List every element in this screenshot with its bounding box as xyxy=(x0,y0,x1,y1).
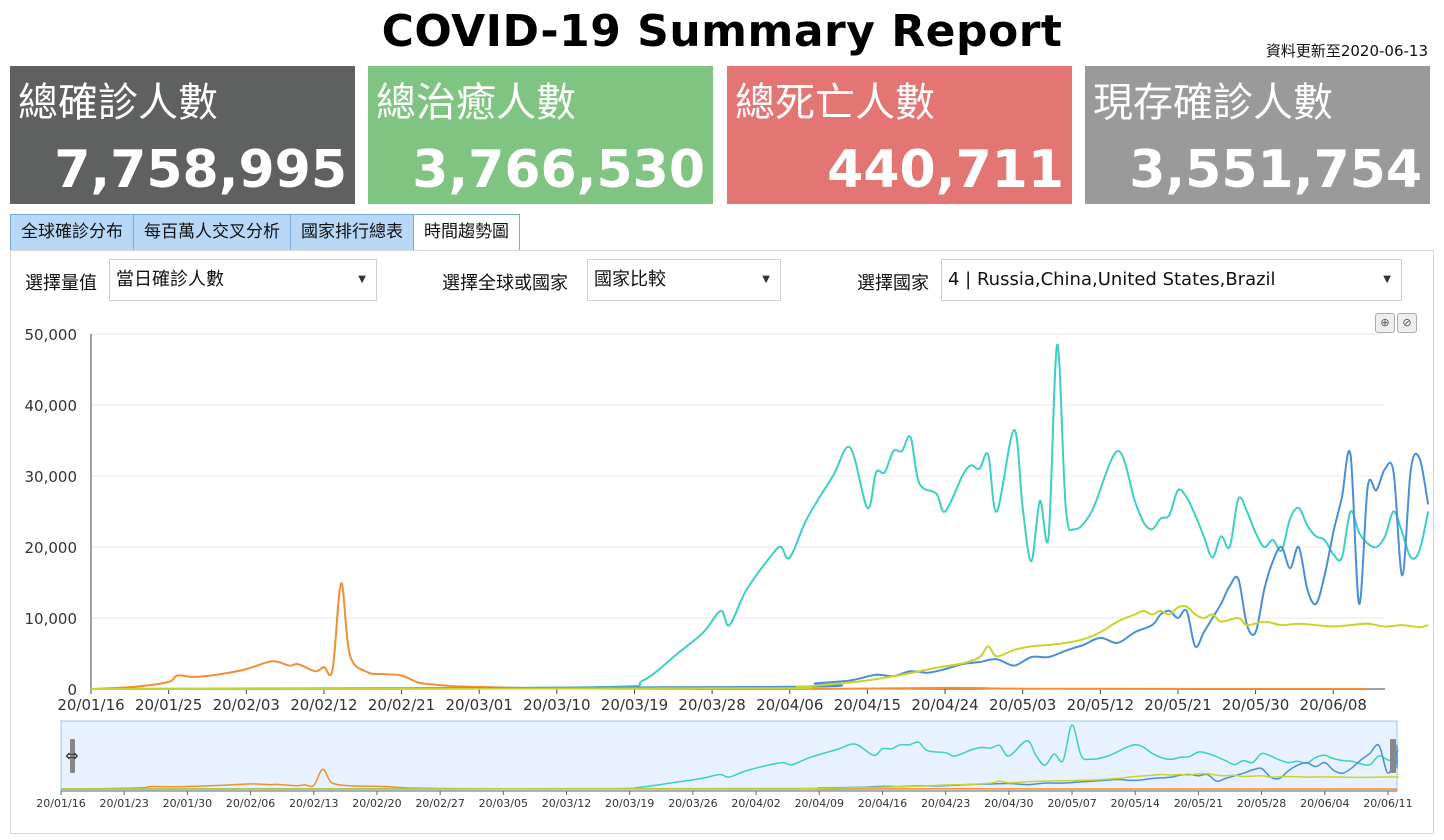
navigator-tick-label: 20/01/16 xyxy=(36,797,85,810)
card-label: 總死亡人數 xyxy=(735,80,935,126)
navigator-tick-label: 20/02/27 xyxy=(415,797,464,810)
x-tick-label: 20/05/03 xyxy=(989,696,1056,714)
navigator-tick-label: 20/04/30 xyxy=(984,797,1033,810)
card-value: 3,766,530 xyxy=(412,140,705,200)
navigator-tick-label: 20/02/06 xyxy=(226,797,275,810)
zoom-in-icon[interactable]: ⊕ xyxy=(1375,313,1395,333)
scope-select[interactable]: 國家比較 ▼ xyxy=(587,259,781,301)
right-slider-handle xyxy=(1390,739,1396,773)
country-label: 選擇國家 xyxy=(857,273,929,294)
navigator-tick-label: 20/03/19 xyxy=(605,797,654,810)
navigator-tick-label: 20/01/30 xyxy=(163,797,212,810)
scope-label: 選擇全球或國家 xyxy=(442,273,568,294)
navigator-tick-label: 20/03/26 xyxy=(668,797,717,810)
navigator-window xyxy=(60,720,1398,792)
card-label: 總治癒人數 xyxy=(376,80,576,126)
card-value: 3,551,754 xyxy=(1129,140,1422,200)
tab-country-ranking[interactable]: 國家排行總表 xyxy=(290,214,413,251)
navigator-tick-label: 20/03/12 xyxy=(542,797,591,810)
x-tick-label: 20/06/08 xyxy=(1300,696,1367,714)
caret-down-icon: ▼ xyxy=(762,274,770,285)
x-tick-label: 20/01/25 xyxy=(135,696,202,714)
x-tick-label: 20/05/30 xyxy=(1222,696,1289,714)
card-value: 440,711 xyxy=(827,140,1064,200)
navigator-tick-label: 20/02/13 xyxy=(289,797,338,810)
x-tick-label: 20/03/10 xyxy=(523,696,590,714)
navigator-tick-label: 20/05/21 xyxy=(1174,797,1223,810)
navigator-tick-label: 20/04/16 xyxy=(858,797,907,810)
x-tick-label: 20/01/16 xyxy=(57,696,124,714)
caret-down-icon: ▼ xyxy=(358,274,366,285)
x-tick-label: 20/03/01 xyxy=(446,696,513,714)
caret-down-icon: ▼ xyxy=(1383,274,1391,285)
x-tick-label: 20/03/28 xyxy=(678,696,745,714)
series-line xyxy=(90,582,1368,691)
card-label: 現存確診人數 xyxy=(1093,80,1333,126)
series-line xyxy=(90,343,1430,691)
measure-label: 選擇量值 xyxy=(25,273,97,294)
scope-select-value: 國家比較 xyxy=(594,269,666,290)
navigator-tick-label: 20/02/20 xyxy=(352,797,401,810)
resize-horizontal-icon: ⇔ xyxy=(65,746,78,765)
x-tick-label: 20/04/15 xyxy=(834,696,901,714)
navigator-tick-label: 20/01/23 xyxy=(99,797,148,810)
trend-chart: 0 10,000 20,000 30,000 40,000 50,000 20/01/16 2… xyxy=(25,326,1430,810)
series-line xyxy=(90,605,1429,690)
card-total-deaths: 總死亡人數 440,711 xyxy=(727,66,1072,204)
navigator-tick-label: 20/05/14 xyxy=(1111,797,1160,810)
navigator-tick-label: 20/04/23 xyxy=(921,797,970,810)
x-tick-label: 20/02/21 xyxy=(368,696,435,714)
navigator-tick-label: 20/03/05 xyxy=(479,797,528,810)
x-tick-label: 20/04/24 xyxy=(911,696,978,714)
x-tick-label: 20/03/19 xyxy=(601,696,668,714)
y-tick-label: 10,000 xyxy=(25,610,78,628)
navigator-tick-label: 20/06/11 xyxy=(1363,797,1412,810)
x-tick-label: 20/05/12 xyxy=(1067,696,1134,714)
card-active-cases: 現存確診人數 3,551,754 xyxy=(1085,66,1430,204)
card-label: 總確診人數 xyxy=(18,80,218,126)
update-date: 資料更新至2020-06-13 xyxy=(1265,42,1428,60)
y-tick-label: 0 xyxy=(67,681,77,699)
navigator-tick-label: 20/05/07 xyxy=(1047,797,1096,810)
y-tick-label: 30,000 xyxy=(25,468,78,486)
country-select-value: 4 | Russia,China,United States,Brazil xyxy=(948,269,1276,290)
card-total-confirmed: 總確診人數 7,758,995 xyxy=(10,66,355,204)
tab-per-million-analysis[interactable]: 每百萬人交叉分析 xyxy=(133,214,290,251)
card-value: 7,758,995 xyxy=(54,140,347,200)
navigator-series-line xyxy=(60,724,1399,790)
navigator-tick-label: 20/04/02 xyxy=(731,797,780,810)
zoom-reset-icon[interactable]: ⊘ xyxy=(1397,313,1417,333)
left-slider-handle xyxy=(70,739,75,773)
measure-select[interactable]: 當日確診人數 ▼ xyxy=(109,259,377,301)
tab-time-trend[interactable]: 時間趨勢圖 xyxy=(413,214,520,251)
x-tick-label: 20/02/03 xyxy=(213,696,280,714)
navigator-series-line xyxy=(60,772,1400,790)
card-total-recovered: 總治癒人數 3,766,530 xyxy=(368,66,713,204)
navigator-tick-label: 20/06/04 xyxy=(1300,797,1349,810)
country-select[interactable]: 4 | Russia,China,United States,Brazil ▼ xyxy=(941,259,1402,301)
trend-panel: 選擇量值 當日確診人數 ▼ 選擇全球或國家 國家比較 ▼ 選擇國家 4 | Ru… xyxy=(10,250,1434,834)
x-tick-label: 20/05/21 xyxy=(1144,696,1211,714)
series-line xyxy=(90,450,1430,690)
y-tick-label: 20,000 xyxy=(25,539,78,557)
page-title: COVID-19 Summary Report xyxy=(381,6,1063,57)
x-tick-label: 20/04/06 xyxy=(756,696,823,714)
zoom-controls: ⊕ ⊘ xyxy=(1375,313,1417,333)
navigator-tick-label: 20/04/09 xyxy=(795,797,844,810)
y-tick-label: 50,000 xyxy=(25,326,78,344)
measure-select-value: 當日確診人數 xyxy=(116,269,224,290)
tab-bar: 全球確診分布 每百萬人交叉分析 國家排行總表 時間趨勢圖 xyxy=(10,214,520,251)
x-tick-label: 20/02/12 xyxy=(290,696,357,714)
tab-global-distribution[interactable]: 全球確診分布 xyxy=(10,214,133,251)
y-tick-label: 40,000 xyxy=(25,397,78,415)
navigator-tick-label: 20/05/28 xyxy=(1237,797,1286,810)
